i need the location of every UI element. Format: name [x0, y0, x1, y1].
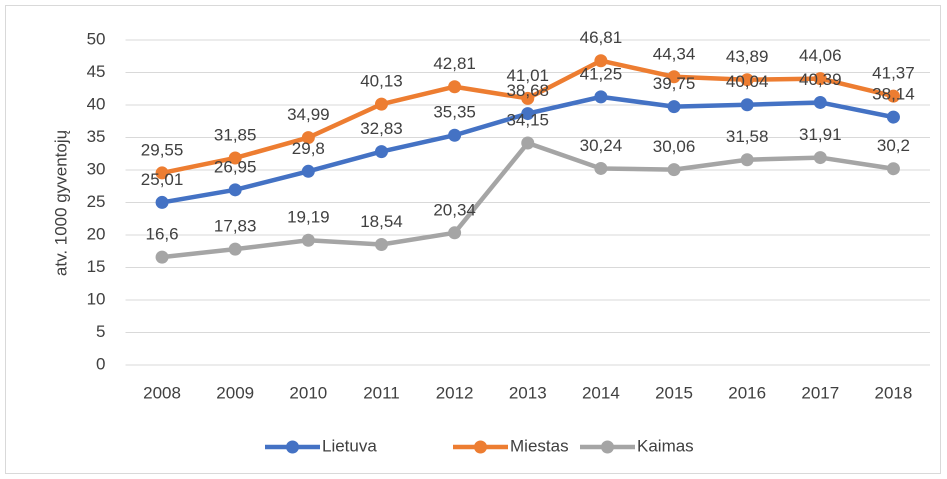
data-point: [228, 183, 242, 197]
data-label: 20,34: [433, 200, 476, 219]
data-label: 34,15: [506, 111, 549, 130]
y-tick-label: 20: [87, 224, 106, 243]
data-point: [374, 97, 388, 111]
data-point: [594, 54, 608, 68]
legend-label: Kaimas: [637, 436, 694, 455]
x-tick-label: 2008: [143, 383, 181, 402]
y-tick-label: 10: [87, 289, 106, 308]
data-label: 31,91: [799, 125, 842, 144]
data-label: 41,25: [580, 64, 623, 83]
data-point: [301, 131, 315, 145]
data-label: 42,81: [433, 54, 476, 73]
data-point: [228, 151, 242, 165]
y-tick-label: 15: [87, 257, 106, 276]
data-point: [813, 95, 827, 109]
data-label: 41,37: [872, 64, 915, 83]
chart-border: [5, 5, 941, 474]
data-label: 39,75: [653, 74, 696, 93]
data-point: [155, 195, 169, 209]
data-point: [886, 110, 900, 124]
data-point: [594, 90, 608, 104]
data-point: [155, 250, 169, 264]
y-tick-label: 35: [87, 127, 106, 146]
data-point: [155, 166, 169, 180]
data-label: 17,83: [214, 217, 257, 236]
y-tick-label: 40: [87, 94, 106, 113]
data-label: 29,55: [141, 140, 184, 159]
data-label: 40,39: [799, 70, 842, 89]
data-label: 43,89: [726, 47, 769, 66]
y-tick-label: 5: [96, 322, 105, 341]
data-point: [740, 73, 754, 87]
data-point: [301, 164, 315, 178]
data-point: [667, 100, 681, 114]
y-tick-label: 0: [96, 354, 105, 373]
data-point: [228, 242, 242, 256]
x-tick-label: 2013: [509, 383, 547, 402]
data-label: 30,06: [653, 137, 696, 156]
data-point: [667, 163, 681, 177]
data-label: 30,24: [580, 136, 623, 155]
data-point: [521, 107, 535, 121]
y-tick-label: 45: [87, 62, 106, 81]
data-point: [813, 72, 827, 86]
data-point: [301, 233, 315, 247]
data-label: 38,14: [872, 85, 915, 104]
legend-marker: [286, 440, 299, 454]
data-label: 46,81: [580, 28, 623, 47]
data-label: 18,54: [360, 212, 403, 231]
data-label: 41,01: [506, 66, 549, 85]
data-label: 16,6: [146, 225, 179, 244]
data-label: 19,19: [287, 208, 330, 227]
data-label: 34,99: [287, 105, 330, 124]
data-label: 31,58: [726, 127, 769, 146]
legend-marker: [474, 440, 487, 454]
data-label: 38,68: [506, 81, 549, 100]
legend-label: Lietuva: [322, 436, 377, 455]
y-axis-label: atv. 1000 gyventojų: [51, 130, 70, 276]
data-point: [886, 162, 900, 176]
x-tick-label: 2018: [875, 383, 913, 402]
data-point: [813, 151, 827, 165]
data-label: 44,34: [653, 44, 696, 63]
x-tick-label: 2015: [655, 383, 693, 402]
x-tick-label: 2011: [363, 383, 400, 402]
data-label: 29,8: [292, 139, 325, 158]
data-label: 30,2: [877, 136, 910, 155]
data-label: 40,04: [726, 72, 769, 91]
data-label: 25,01: [141, 170, 184, 189]
data-point: [448, 80, 462, 94]
x-tick-label: 2012: [436, 383, 474, 402]
data-point: [740, 98, 754, 112]
x-tick-label: 2009: [216, 383, 254, 402]
y-tick-label: 30: [87, 159, 106, 178]
x-tick-label: 2017: [801, 383, 839, 402]
y-tick-label: 50: [87, 29, 106, 48]
data-label: 40,13: [360, 72, 403, 91]
data-label: 35,35: [433, 103, 476, 122]
data-label: 31,85: [214, 125, 257, 144]
legend-label: Miestas: [510, 436, 569, 455]
y-tick-label: 25: [87, 192, 106, 211]
data-point: [448, 226, 462, 240]
data-point: [374, 145, 388, 159]
data-point: [521, 91, 535, 105]
data-point: [448, 128, 462, 142]
data-label: 26,95: [214, 157, 257, 176]
x-tick-label: 2010: [289, 383, 327, 402]
x-tick-label: 2016: [728, 383, 766, 402]
x-tick-label: 2014: [582, 383, 620, 402]
data-point: [594, 161, 608, 175]
legend-marker: [601, 440, 614, 454]
data-label: 32,83: [360, 119, 403, 138]
data-point: [740, 153, 754, 167]
data-point: [886, 89, 900, 103]
data-point: [374, 237, 388, 251]
data-label: 44,06: [799, 46, 842, 65]
data-point: [667, 70, 681, 84]
data-point: [521, 136, 535, 150]
